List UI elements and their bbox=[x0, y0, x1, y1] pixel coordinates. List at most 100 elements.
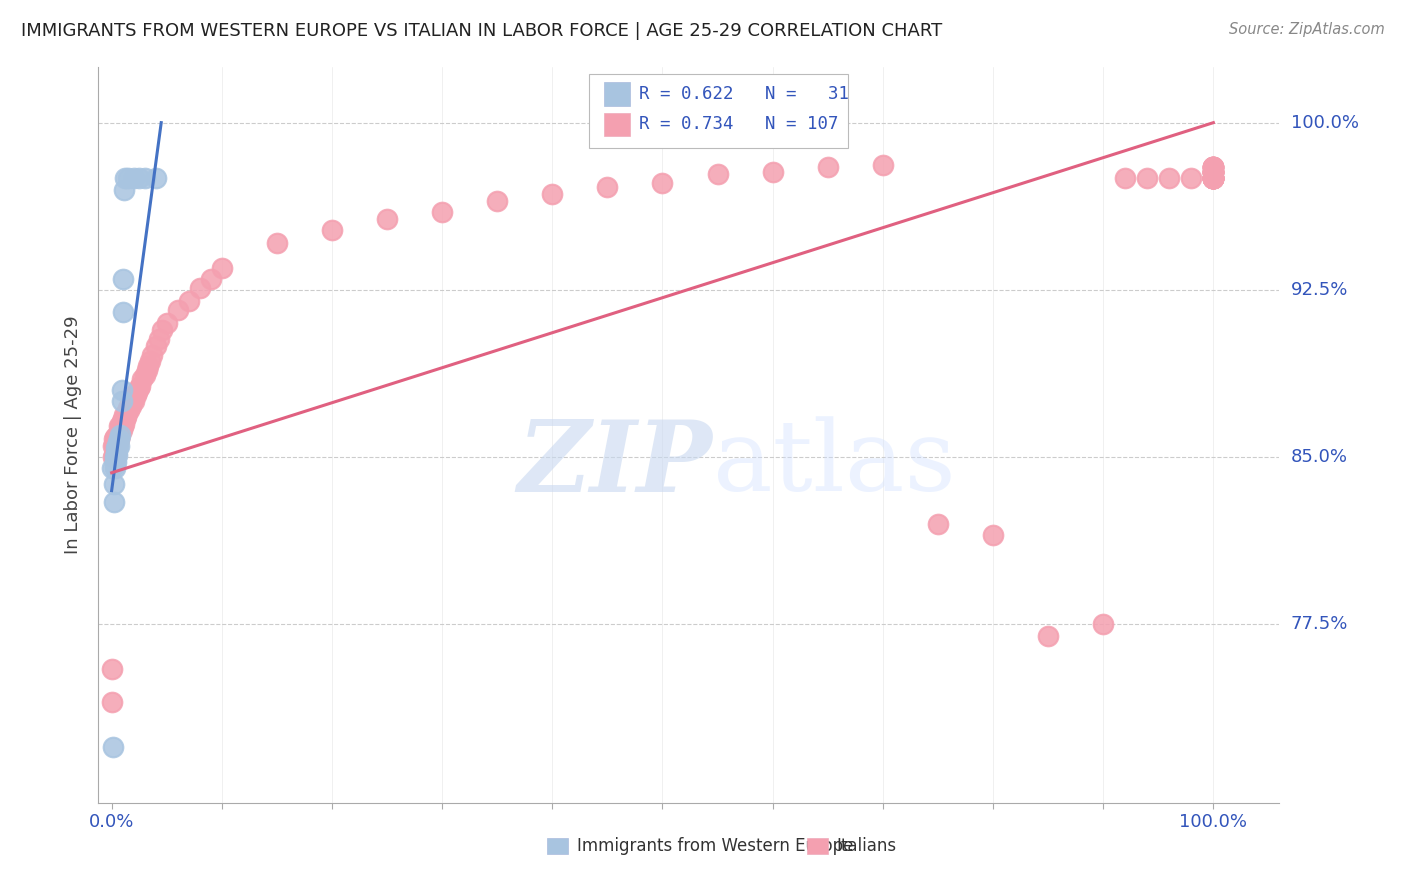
Point bbox=[122, 394, 145, 409]
Point bbox=[104, 450, 127, 465]
Point bbox=[706, 167, 728, 181]
Point bbox=[145, 171, 167, 186]
Point bbox=[122, 171, 145, 186]
Point bbox=[188, 280, 211, 294]
Point bbox=[134, 171, 156, 186]
Point bbox=[156, 316, 179, 330]
Point bbox=[1202, 171, 1225, 186]
Point bbox=[111, 305, 134, 319]
Point bbox=[110, 384, 132, 398]
Point bbox=[103, 436, 125, 450]
Text: 85.0%: 85.0% bbox=[1291, 448, 1347, 467]
Point bbox=[114, 412, 136, 426]
Point bbox=[1159, 171, 1181, 186]
FancyBboxPatch shape bbox=[547, 838, 568, 855]
Point bbox=[1202, 171, 1225, 186]
Point bbox=[129, 378, 152, 392]
Point bbox=[108, 432, 131, 446]
Point bbox=[108, 425, 131, 440]
Point bbox=[430, 205, 453, 219]
Point bbox=[1202, 164, 1225, 178]
Point bbox=[117, 401, 139, 415]
Point bbox=[486, 194, 509, 208]
Point bbox=[103, 448, 125, 462]
Point bbox=[101, 450, 124, 465]
Point bbox=[110, 418, 132, 433]
Point bbox=[111, 271, 134, 285]
Point bbox=[105, 443, 128, 458]
Point bbox=[1092, 617, 1115, 632]
Point bbox=[651, 176, 673, 190]
FancyBboxPatch shape bbox=[589, 74, 848, 148]
Text: atlas: atlas bbox=[713, 417, 955, 512]
Point bbox=[121, 392, 143, 406]
Point bbox=[1202, 171, 1225, 186]
Point bbox=[148, 332, 170, 346]
Text: R = 0.622   N =   31: R = 0.622 N = 31 bbox=[640, 85, 849, 103]
Point bbox=[1202, 164, 1225, 178]
Point bbox=[103, 494, 125, 508]
Point bbox=[101, 739, 124, 754]
Point bbox=[105, 454, 128, 468]
Point bbox=[1202, 171, 1225, 186]
Point bbox=[134, 368, 156, 382]
Point bbox=[1202, 160, 1225, 174]
Point bbox=[118, 403, 141, 417]
Y-axis label: In Labor Force | Age 25-29: In Labor Force | Age 25-29 bbox=[65, 316, 83, 554]
Point bbox=[1202, 171, 1225, 186]
Point bbox=[211, 260, 233, 275]
Point bbox=[125, 387, 148, 401]
Point bbox=[110, 427, 132, 442]
Point bbox=[105, 450, 128, 465]
Point bbox=[115, 410, 138, 425]
Point bbox=[104, 430, 127, 444]
Point bbox=[1202, 171, 1225, 186]
Point bbox=[112, 408, 135, 422]
Point bbox=[1202, 160, 1225, 174]
Point bbox=[762, 164, 785, 178]
Point bbox=[1202, 171, 1225, 186]
Point bbox=[266, 235, 288, 250]
Point bbox=[1202, 164, 1225, 178]
FancyBboxPatch shape bbox=[807, 838, 828, 855]
Point bbox=[1180, 171, 1202, 186]
Point bbox=[1202, 164, 1225, 178]
Point bbox=[111, 412, 134, 426]
Point bbox=[1202, 171, 1225, 186]
Point bbox=[136, 359, 159, 373]
Point bbox=[1202, 160, 1225, 174]
Text: 92.5%: 92.5% bbox=[1291, 281, 1348, 299]
Point bbox=[100, 696, 122, 710]
Point bbox=[104, 457, 127, 471]
Point bbox=[1202, 164, 1225, 178]
Point bbox=[200, 271, 222, 285]
Point bbox=[104, 446, 127, 460]
Point bbox=[108, 418, 131, 433]
Text: 77.5%: 77.5% bbox=[1291, 615, 1348, 633]
Point bbox=[114, 171, 136, 186]
Point bbox=[1036, 628, 1059, 642]
Point bbox=[105, 446, 128, 460]
Point bbox=[100, 662, 122, 676]
Point bbox=[104, 461, 127, 475]
Point bbox=[110, 414, 132, 429]
Point bbox=[105, 427, 128, 442]
FancyBboxPatch shape bbox=[605, 112, 630, 136]
Point bbox=[150, 323, 173, 337]
Point bbox=[101, 439, 124, 453]
Point bbox=[108, 439, 131, 453]
Point bbox=[103, 432, 125, 446]
Point bbox=[166, 302, 188, 317]
Text: 100.0%: 100.0% bbox=[1291, 113, 1358, 132]
Point bbox=[128, 381, 150, 395]
Point bbox=[817, 160, 839, 174]
Point bbox=[122, 387, 145, 401]
Text: Source: ZipAtlas.com: Source: ZipAtlas.com bbox=[1229, 22, 1385, 37]
Point bbox=[1202, 171, 1225, 186]
Point bbox=[927, 516, 949, 531]
Point bbox=[1202, 171, 1225, 186]
Point bbox=[104, 436, 127, 450]
Point bbox=[110, 427, 132, 442]
Text: Immigrants from Western Europe: Immigrants from Western Europe bbox=[576, 838, 853, 855]
Point bbox=[105, 439, 128, 453]
